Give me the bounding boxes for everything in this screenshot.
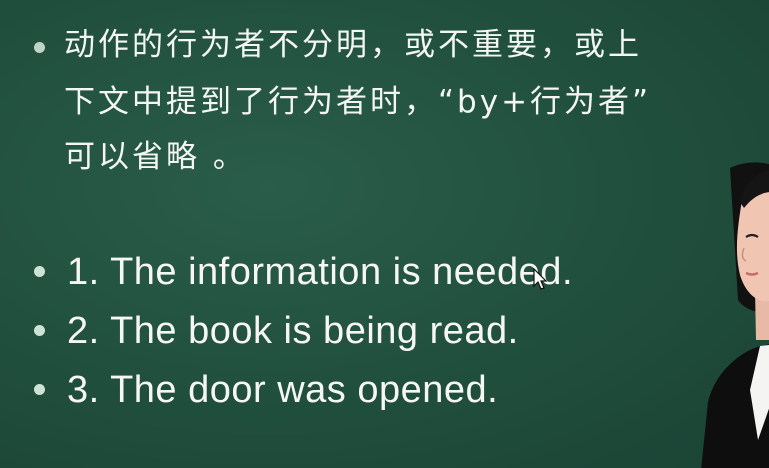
example-text-3: 3. The door was opened. [67, 369, 499, 411]
presenter-figure [701, 162, 769, 468]
note-line-3: 可以省略 。 [64, 139, 247, 175]
note-line-2: 下文中提到了行为者时，“by+行为者” [64, 84, 652, 120]
bullet-icon [34, 325, 45, 336]
note-line-1: 动作的行为者不分明，或不重要，或上 [64, 27, 642, 63]
bullet-icon [34, 384, 45, 395]
example-text-1: 1. The information is needed. [67, 251, 573, 293]
mouse-pointer-icon [533, 268, 548, 290]
bullet-icon [34, 42, 45, 53]
bullet-icon [34, 266, 45, 277]
example-text-2: 2. The book is being read. [67, 310, 519, 352]
